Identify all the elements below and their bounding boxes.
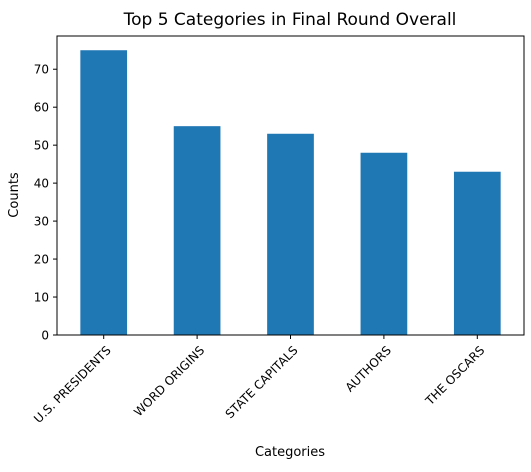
- bar-4: [453, 171, 501, 335]
- y-tick-label-1: 10: [34, 291, 49, 305]
- y-tick-label-2: 20: [34, 253, 49, 267]
- y-tick-label-7: 70: [34, 63, 49, 77]
- x-axis-label: Categories: [255, 445, 325, 460]
- y-tick-label-0: 0: [41, 329, 49, 343]
- x-tick-label-3: AUTHORS: [343, 343, 394, 394]
- x-tick-label-1: WORD ORIGINS: [131, 343, 207, 419]
- y-tick-label-4: 40: [34, 177, 49, 191]
- y-tick-label-5: 50: [34, 139, 49, 153]
- y-tick-label-3: 30: [34, 215, 49, 229]
- bar-3: [360, 152, 408, 335]
- bars-layer: [80, 50, 501, 335]
- chart-title: Top 5 Categories in Final Round Overall: [123, 10, 457, 30]
- bar-0: [80, 50, 128, 335]
- y-axis-label: Counts: [7, 172, 22, 218]
- x-tick-label-4: THE OSCARS: [422, 343, 487, 408]
- x-tick-label-2: STATE CAPITALS: [223, 343, 301, 421]
- bar-2: [267, 133, 314, 335]
- y-tick-label-6: 60: [34, 101, 49, 115]
- bar-1: [173, 126, 221, 335]
- x-tick-label-0: U.S. PRESIDENTS: [31, 343, 114, 426]
